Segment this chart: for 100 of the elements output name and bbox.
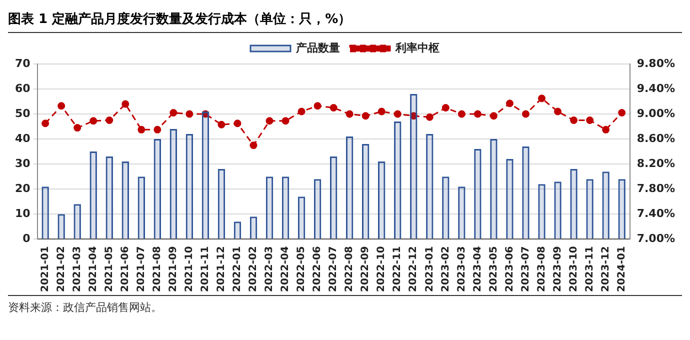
- chart-title: 图表 1 定融产品月度发行数量及发行成本（单位：只，%）: [8, 8, 682, 33]
- point: [618, 109, 626, 117]
- point: [330, 104, 338, 112]
- point: [250, 142, 258, 150]
- y2-tick-label: 9.00%: [636, 106, 676, 120]
- x-tick-label: 2023-09: [552, 246, 564, 292]
- bar: [346, 136, 354, 239]
- bar: [522, 146, 530, 239]
- point: [490, 112, 498, 120]
- x-tick-label: 2022-04: [280, 246, 292, 292]
- bar: [250, 216, 258, 239]
- x-tick-label: 2021-11: [200, 246, 212, 292]
- x-tick-label: 2022-12: [408, 246, 420, 292]
- y-tick-label: 0: [22, 232, 31, 245]
- x-tick-label: 2022-10: [376, 246, 388, 292]
- y2-tick-label: 8.20%: [636, 156, 676, 170]
- x-tick-label: 2022-08: [344, 246, 356, 292]
- x-tick-label: 2021-06: [120, 246, 131, 292]
- bar: [42, 186, 49, 239]
- point: [346, 110, 354, 118]
- x-tick-label: 2023-08: [536, 246, 548, 292]
- point: [474, 110, 482, 118]
- x-tick-label: 2022-06: [312, 246, 324, 292]
- bar: [506, 159, 514, 239]
- x-tick-label: 2021-07: [136, 246, 147, 292]
- point: [234, 120, 242, 128]
- x-tick-label: 2023-03: [456, 246, 468, 292]
- point: [538, 94, 546, 102]
- bar: [74, 204, 81, 239]
- point: [90, 117, 98, 125]
- x-tick-label: 2023-04: [472, 246, 484, 292]
- x-tick-label: 2022-11: [392, 246, 404, 292]
- x-tick-label: 2022-03: [264, 246, 276, 292]
- point: [314, 102, 322, 110]
- bar: [538, 184, 546, 239]
- point: [266, 117, 274, 125]
- bar: [394, 122, 402, 239]
- bar: [298, 196, 306, 239]
- x-tick-label: 2024-01: [616, 246, 628, 292]
- point: [106, 116, 114, 124]
- y2-tick-label: 7.40%: [636, 206, 676, 220]
- x-tick-label: 2023-06: [504, 246, 516, 292]
- x-tick-label: 2023-01: [424, 246, 436, 292]
- point: [282, 117, 290, 125]
- x-tick-label: 2021-04: [88, 246, 99, 292]
- bar: [106, 156, 113, 239]
- point: [122, 100, 130, 108]
- bar: [490, 139, 498, 239]
- point: [506, 100, 514, 108]
- bar: [202, 112, 210, 239]
- bar: [570, 169, 578, 239]
- point: [394, 110, 402, 118]
- x-tick-label: 2021-03: [72, 246, 83, 292]
- x-tick-label: 2022-05: [296, 246, 308, 292]
- y-tick-label: 10: [14, 206, 31, 220]
- point: [602, 126, 610, 134]
- bar: [138, 176, 146, 239]
- text: 资料来源：政信产品销售网站。: [8, 300, 163, 315]
- point: [170, 109, 178, 117]
- bar: [426, 134, 434, 239]
- bar: [282, 176, 290, 239]
- bar: [58, 214, 65, 239]
- point: [74, 124, 82, 132]
- bar: [618, 179, 626, 239]
- bar: [442, 176, 450, 239]
- y2-tick-label: 8.60%: [636, 132, 676, 145]
- point: [570, 116, 578, 124]
- x-tick-label: 2021-01: [40, 246, 51, 292]
- point: [138, 126, 146, 134]
- point: [42, 120, 50, 128]
- bar: [234, 222, 242, 239]
- point: [442, 104, 450, 112]
- x-tick-label: 2021-10: [184, 246, 196, 292]
- y2-tick-label: 9.40%: [636, 82, 676, 95]
- bar: [458, 186, 466, 239]
- point: [554, 108, 562, 116]
- bar: [314, 179, 322, 239]
- point: [458, 110, 466, 118]
- y-tick-label: 30: [14, 156, 31, 170]
- bar: [170, 129, 178, 239]
- y-tick-label: 40: [14, 132, 31, 145]
- x-tick-label: 2023-10: [568, 246, 580, 292]
- point: [218, 120, 226, 128]
- x-tick-label: 2021-05: [104, 246, 115, 292]
- y-tick-label: 60: [14, 82, 31, 95]
- point: [154, 126, 162, 134]
- x-tick-label: 2022-07: [328, 246, 340, 292]
- bar: [362, 144, 370, 239]
- x-tick-label: 2023-11: [584, 246, 596, 292]
- point: [586, 116, 594, 124]
- bar: [378, 162, 386, 239]
- bar: [554, 182, 562, 239]
- bar: [474, 149, 482, 239]
- bar: [218, 169, 226, 239]
- x-tick-label: 2022-01: [232, 246, 244, 292]
- x-tick-label: 2023-07: [520, 246, 532, 292]
- x-tick-label: 2021-12: [216, 246, 228, 292]
- bar: [154, 139, 162, 239]
- x-tick-label: 2023-12: [600, 246, 612, 292]
- point: [186, 110, 194, 118]
